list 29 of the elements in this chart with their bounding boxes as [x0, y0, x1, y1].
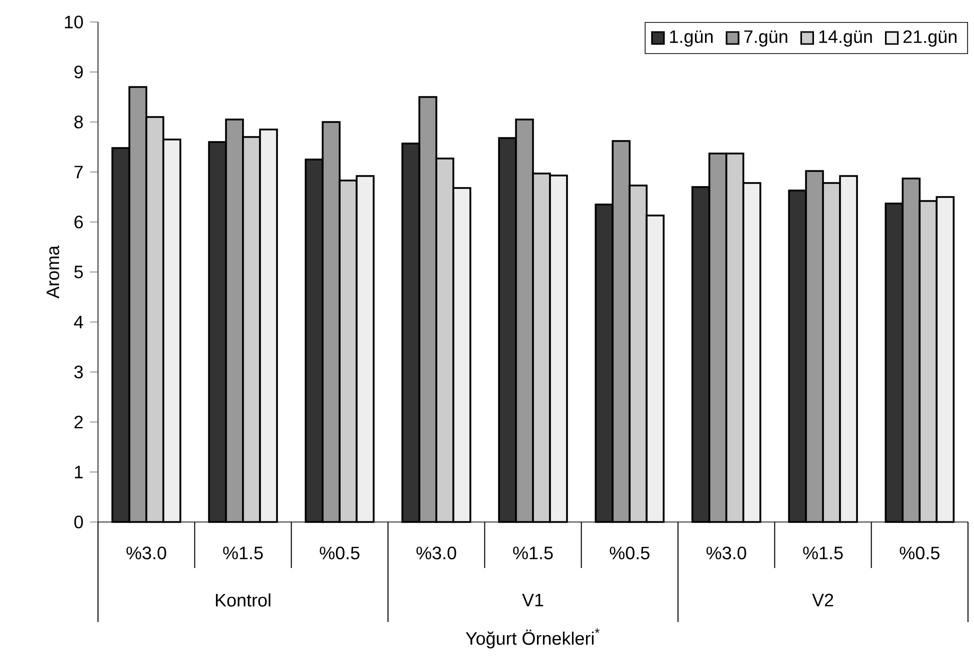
- y-tick-label: 1: [74, 466, 83, 478]
- y-tick-label: 4: [74, 316, 84, 328]
- legend-label: 21.gün: [903, 30, 956, 47]
- text: V1: [522, 594, 544, 606]
- x-axis-title: Yoğurt Örnekleri$^{*}$: [466, 628, 600, 648]
- legend-label: 14.gün: [819, 30, 872, 47]
- y-tick-label: 8: [74, 116, 83, 128]
- x-tick-label: %1.5: [513, 546, 553, 560]
- legend-label: 7.gün: [744, 30, 788, 47]
- x-tick-label: %3.0: [126, 546, 166, 560]
- y-tick-label: 0: [74, 516, 83, 528]
- x-tick-label: %1.5: [803, 546, 843, 560]
- y-tick-label: 2: [74, 416, 83, 428]
- text: V2: [812, 594, 834, 606]
- x-tick-label: %0.5: [320, 546, 360, 560]
- x-tick-label: %1.5: [223, 546, 263, 560]
- x-tick-label: %0.5: [900, 546, 940, 560]
- x-tick-label: %0.5: [610, 546, 650, 560]
- y-tick-label: 7: [74, 166, 83, 178]
- x-tick-label: %3.0: [706, 546, 746, 560]
- y-tick-label: 3: [74, 366, 83, 378]
- y-tick-label: 10: [64, 16, 83, 28]
- y-tick-label: 9: [74, 66, 83, 78]
- text: Kontrol: [216, 593, 270, 607]
- y-tick-label: 6: [74, 216, 83, 228]
- y-axis-title: Aroma: [46, 246, 60, 298]
- y-tick-label: 5: [74, 266, 83, 278]
- x-tick-label: %3.0: [416, 546, 456, 560]
- legend-label: 1.gün: [670, 30, 713, 47]
